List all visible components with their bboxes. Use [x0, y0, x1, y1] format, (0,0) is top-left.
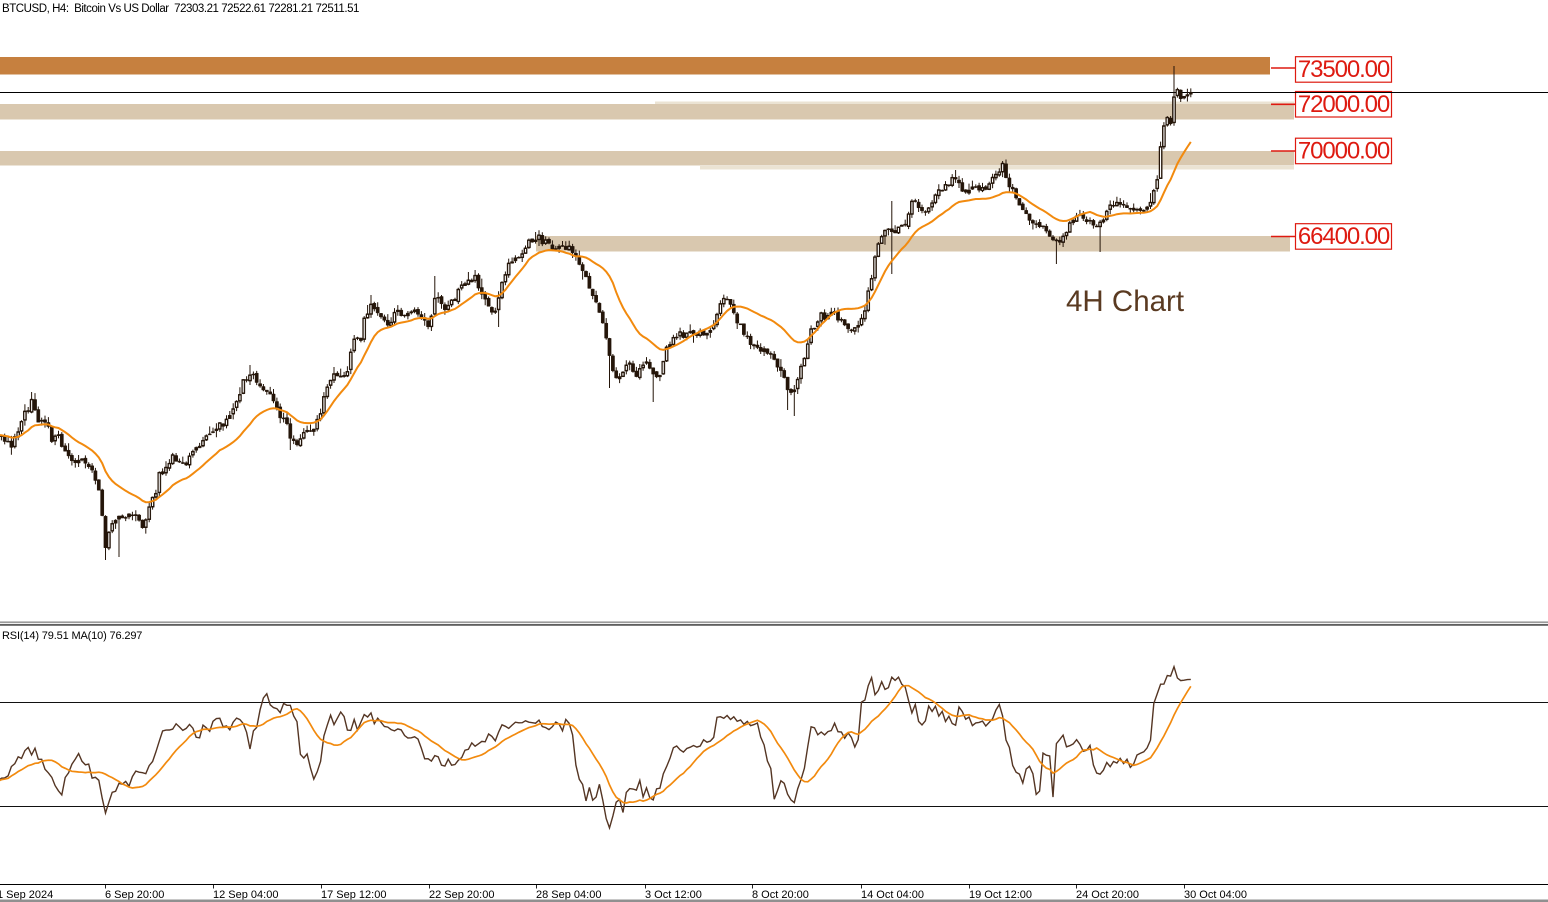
- svg-text:73500.00: 73500.00: [1298, 56, 1390, 83]
- svg-text:28 Sep 04:00: 28 Sep 04:00: [536, 889, 601, 901]
- svg-text:3 Oct 12:00: 3 Oct 12:00: [645, 889, 702, 901]
- svg-text:17 Sep 12:00: 17 Sep 12:00: [321, 889, 386, 901]
- svg-text:19 Oct 12:00: 19 Oct 12:00: [969, 889, 1032, 901]
- svg-text:22 Sep 20:00: 22 Sep 20:00: [429, 889, 494, 901]
- svg-text:30 Oct 04:00: 30 Oct 04:00: [1184, 889, 1247, 901]
- svg-text:BTCUSD, H4: Bitcoin Vs US Dol: BTCUSD, H4: Bitcoin Vs US Dollar 72303.2…: [2, 3, 359, 15]
- svg-text:RSI(14) 79.51 MA(10) 76.297: RSI(14) 79.51 MA(10) 76.297: [2, 630, 142, 642]
- svg-text:66400.00: 66400.00: [1298, 223, 1390, 250]
- svg-text:72000.00: 72000.00: [1298, 91, 1390, 118]
- svg-text:24 Oct 20:00: 24 Oct 20:00: [1076, 889, 1139, 901]
- svg-text:4H Chart: 4H Chart: [1066, 285, 1184, 318]
- svg-text:12 Sep 04:00: 12 Sep 04:00: [213, 889, 278, 901]
- svg-text:1 Sep 2024: 1 Sep 2024: [0, 889, 53, 901]
- svg-text:70000.00: 70000.00: [1298, 138, 1390, 165]
- svg-text:6 Sep 20:00: 6 Sep 20:00: [105, 889, 164, 901]
- svg-text:8 Oct 20:00: 8 Oct 20:00: [752, 889, 809, 901]
- svg-text:14 Oct 04:00: 14 Oct 04:00: [861, 889, 924, 901]
